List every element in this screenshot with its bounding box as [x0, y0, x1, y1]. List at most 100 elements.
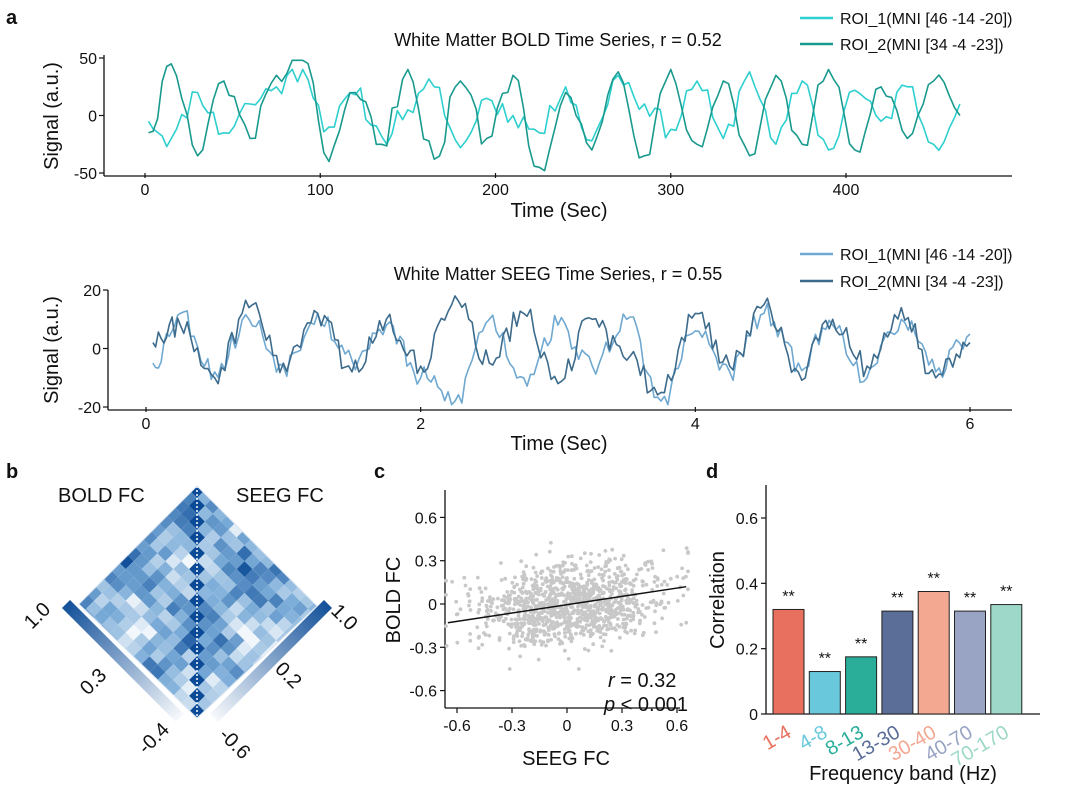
heatmap-cell	[324, 664, 340, 680]
bar-ytick-label: 0	[749, 707, 758, 724]
scatter-point	[602, 619, 606, 624]
scatter-point	[532, 586, 536, 591]
heatmap-cell	[292, 711, 308, 718]
heatmap-cell	[79, 632, 87, 649]
scatter-point	[592, 614, 597, 619]
heatmap-cell	[94, 703, 110, 718]
heatmap-cell	[189, 767, 205, 783]
scatter-point	[462, 575, 467, 580]
scatter-point	[601, 590, 606, 595]
scatter-point	[627, 601, 631, 605]
scatter-point	[561, 610, 566, 615]
scatter-point	[487, 633, 492, 638]
heatmap-cell	[126, 751, 142, 767]
heatmap-cell	[133, 695, 150, 712]
scatter-point	[476, 646, 481, 651]
scatter-point	[495, 605, 500, 610]
scatter-point	[533, 570, 538, 575]
scatter-xtick-label: 0.3	[611, 718, 633, 735]
heatmap-cell	[307, 680, 317, 696]
scatter-point	[519, 589, 524, 594]
heatmap-cell	[324, 648, 340, 664]
heatmap-cell	[54, 664, 70, 680]
scatter-point	[602, 623, 606, 628]
scatter-point	[650, 587, 655, 592]
scatter-point	[507, 606, 512, 611]
bold-xtick-label: 200	[482, 182, 509, 199]
seeg-x-label: Time (Sec)	[510, 433, 607, 455]
scatter-point	[550, 602, 554, 606]
scatter-point	[574, 631, 578, 636]
right-colorbar-max: 1.0	[326, 600, 361, 635]
heatmap-cell	[276, 711, 293, 718]
scatter-point	[477, 586, 482, 591]
scatter-point	[617, 589, 621, 593]
scatter-point	[619, 592, 624, 597]
scatter-point	[509, 617, 514, 622]
scatter-point	[512, 585, 517, 590]
scatter-point	[527, 596, 532, 600]
scatter-point	[675, 599, 680, 603]
scatter-point	[567, 617, 572, 622]
scatter-point	[679, 622, 684, 627]
scatter-ytick-label: 0.6	[415, 510, 437, 527]
heatmap-cell	[142, 767, 158, 783]
heatmap-cell	[165, 759, 181, 775]
scatter-point	[642, 615, 647, 619]
scatter-point	[589, 551, 593, 556]
scatter-point	[680, 566, 684, 571]
heatmap-cell	[332, 672, 348, 688]
heatmap-cell	[133, 711, 150, 718]
heatmap-cell	[189, 799, 205, 804]
scatter-point	[579, 576, 584, 580]
scatter-point	[536, 613, 540, 618]
heatmap-cell	[54, 617, 70, 633]
scatter-point	[573, 594, 578, 598]
scatter-point	[581, 612, 586, 616]
heatmap-cell	[141, 703, 158, 718]
scatter-point	[475, 625, 480, 630]
scatter-point	[556, 593, 561, 597]
scatter-point	[571, 597, 576, 601]
seeg-series-line-2	[152, 295, 971, 396]
scatter-point	[607, 575, 612, 579]
heatmap-cell	[165, 743, 181, 759]
scatter-point	[522, 643, 526, 647]
scatter-point	[591, 642, 596, 647]
heatmap-cell	[173, 751, 189, 767]
scatter-point	[546, 566, 550, 571]
scatter-point	[525, 636, 530, 640]
scatter-point	[625, 608, 630, 612]
scatter-point	[556, 637, 561, 641]
scatter-point	[546, 638, 550, 643]
scatter-point	[544, 643, 548, 648]
scatter-point	[548, 584, 553, 589]
heatmap-cell	[149, 775, 165, 791]
scatter-point	[631, 584, 636, 588]
heatmap-cell	[197, 775, 213, 791]
heatmap-cell	[260, 743, 276, 759]
scatter-point	[546, 633, 551, 637]
scatter-point	[513, 596, 517, 601]
heatmap-cell	[79, 695, 87, 712]
scatter-point	[563, 648, 567, 653]
seeg-ytick-label: 0	[92, 342, 101, 359]
scatter-point	[562, 615, 566, 620]
scatter-point	[538, 628, 543, 633]
scatter-point	[587, 590, 592, 595]
scatter-point	[640, 603, 645, 607]
heatmap-cell	[236, 703, 253, 718]
scatter-point	[585, 581, 590, 586]
scatter-point	[596, 565, 601, 569]
scatter-point	[502, 594, 506, 598]
scatter-point	[588, 560, 593, 564]
scatter-point	[576, 667, 581, 671]
scatter-point	[611, 585, 616, 589]
scatter-point	[521, 603, 526, 608]
scatter-point	[454, 612, 459, 617]
scatter-point	[528, 621, 532, 626]
scatter-point	[646, 568, 651, 572]
heatmap-cell	[252, 592, 269, 609]
scatter-point	[484, 609, 489, 614]
scatter-point	[519, 559, 524, 564]
